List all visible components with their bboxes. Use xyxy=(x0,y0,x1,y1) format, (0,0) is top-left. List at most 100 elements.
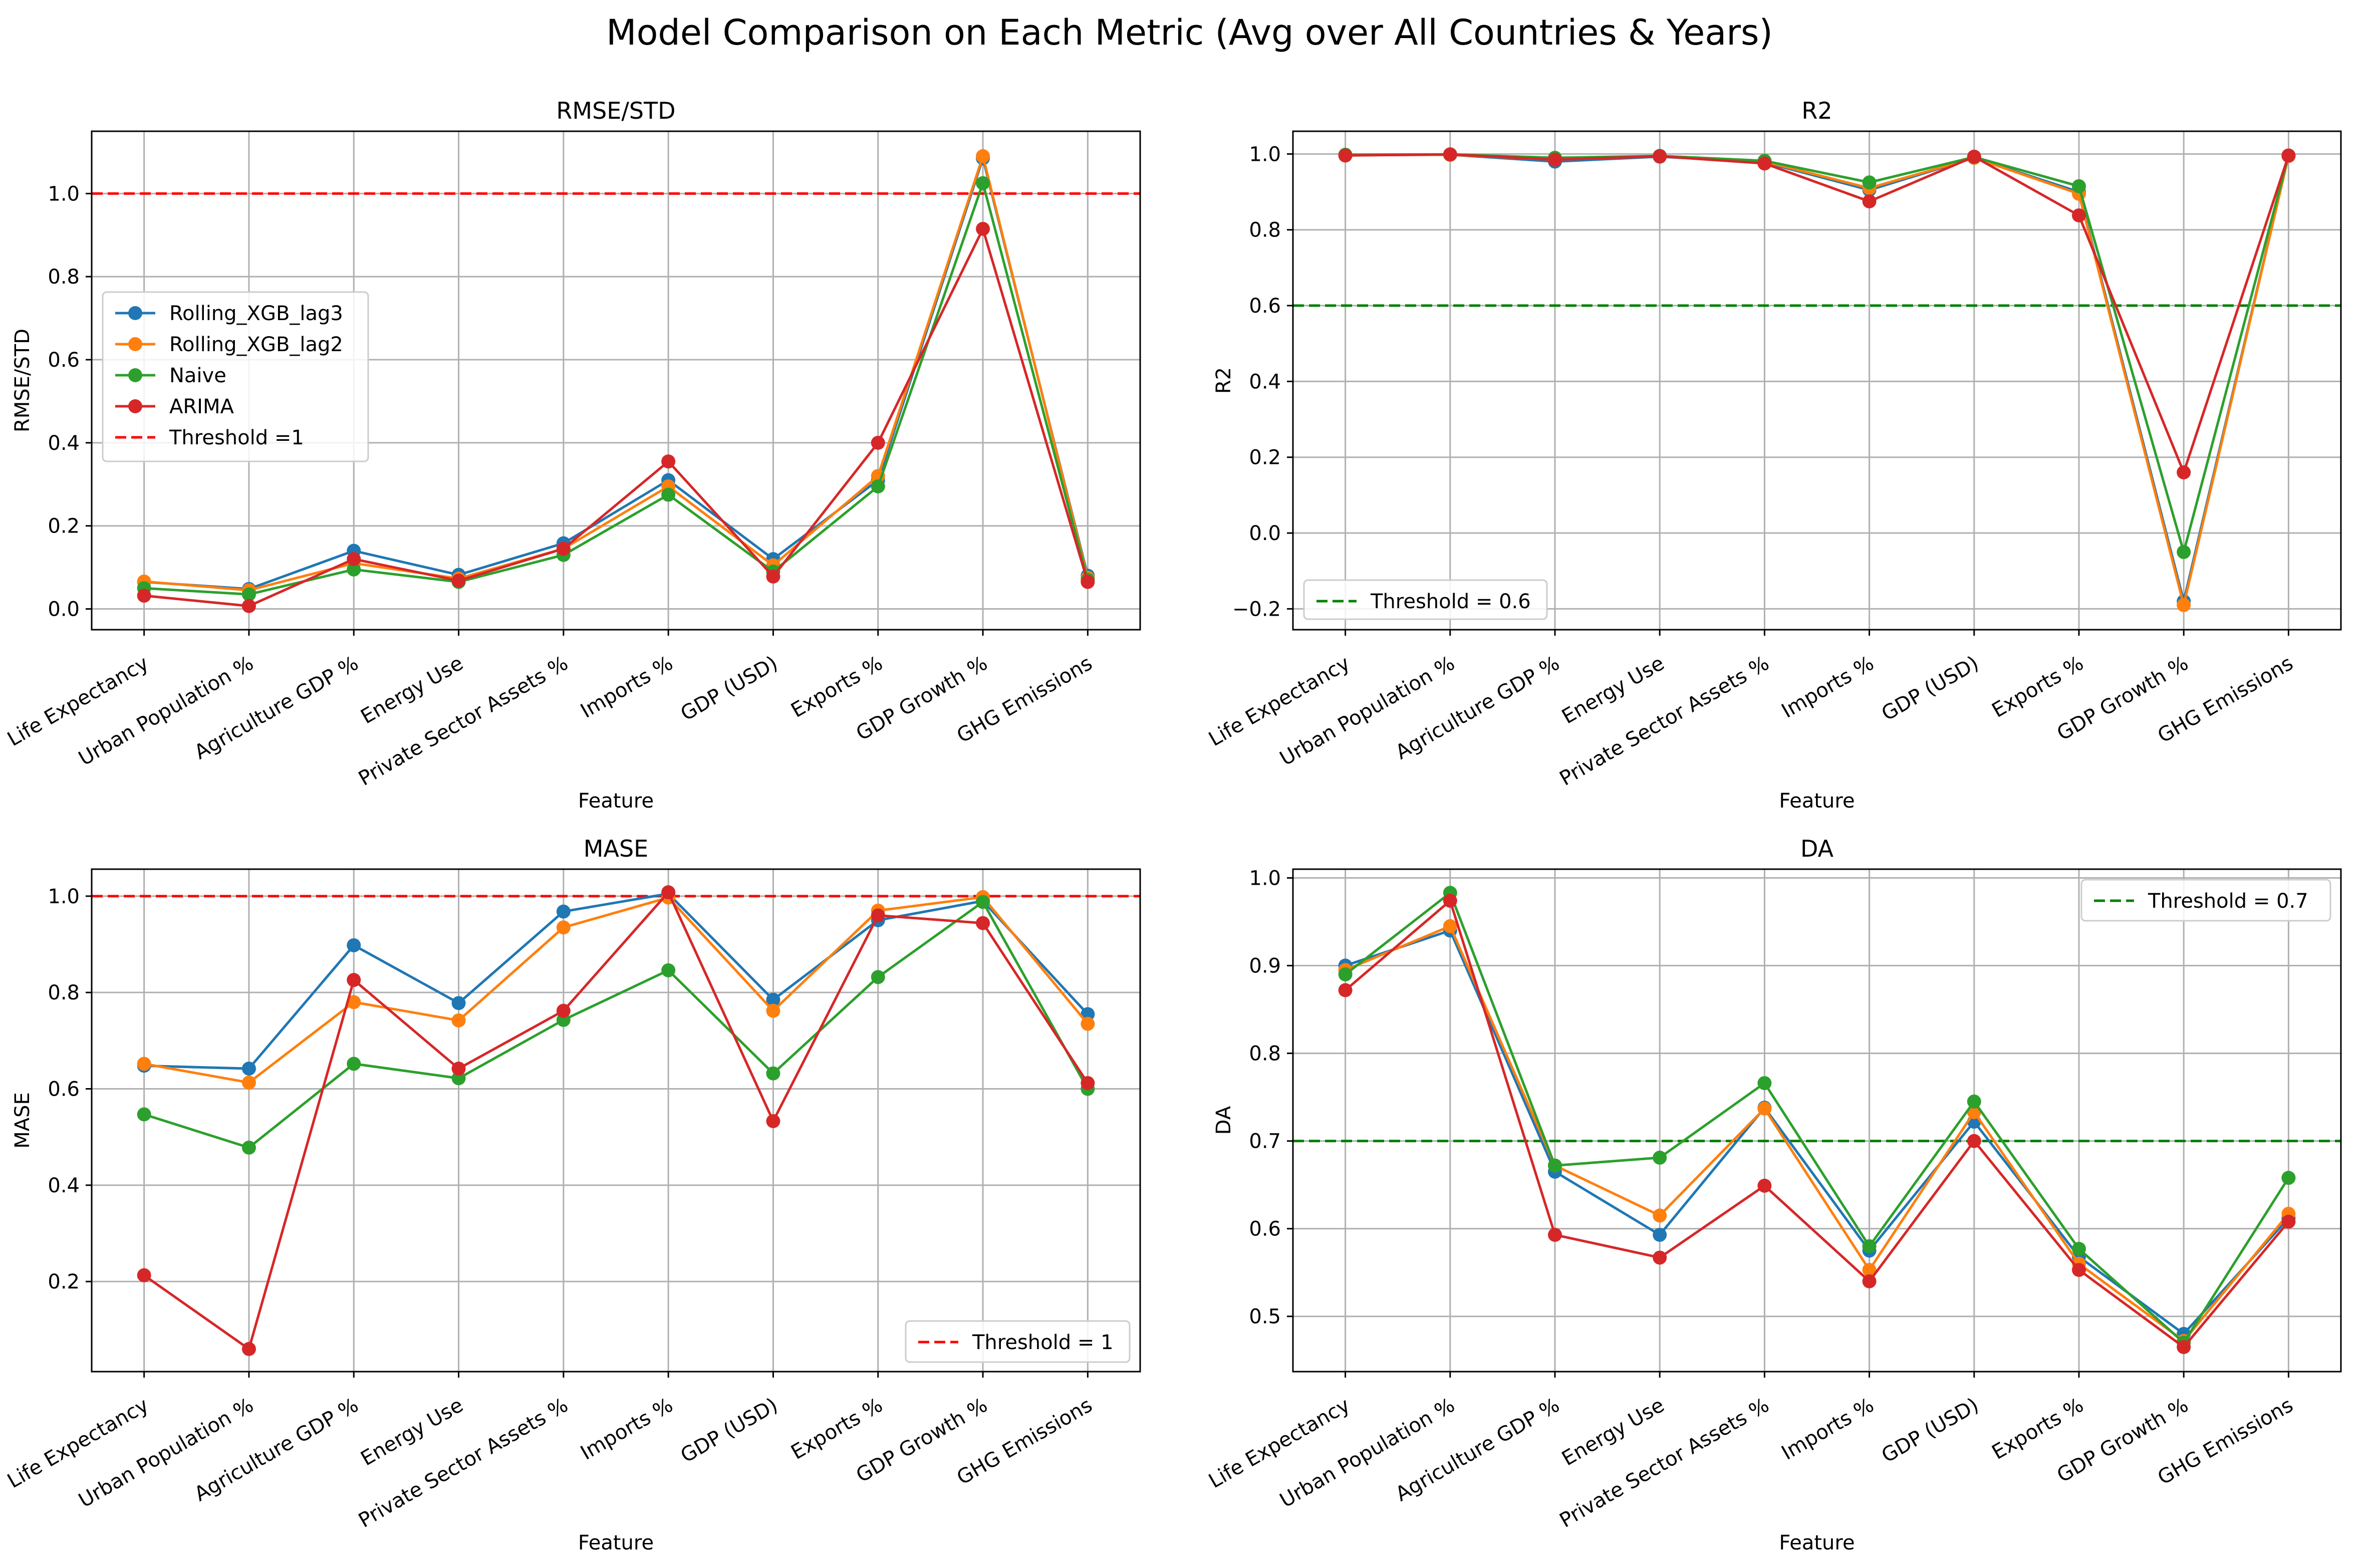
r2-panel-title: R2 xyxy=(1801,97,1832,124)
da-data-point xyxy=(1653,1227,1667,1242)
mase-data-point xyxy=(766,1114,780,1128)
da-x-axis-label: Feature xyxy=(1779,1531,1855,1554)
r2-data-point xyxy=(2177,465,2191,479)
da-series-line xyxy=(1344,899,2290,1349)
rmse-std-legend-marker xyxy=(128,399,142,413)
r2-data-point xyxy=(2281,148,2296,163)
mase-data-point xyxy=(347,973,361,987)
rmse-std-data-point xyxy=(871,479,885,493)
da-data-point xyxy=(2072,1241,2086,1256)
r2-series-line xyxy=(1345,153,2290,474)
da-data-point xyxy=(1967,1094,1981,1109)
rmse-std-data-point xyxy=(661,487,676,502)
mase-ytick-label: 0.6 xyxy=(48,1078,80,1101)
rmse-std-data-point xyxy=(241,587,256,602)
r2-xtick-label: GDP (USD) xyxy=(1878,652,1982,725)
da-data-point xyxy=(1757,1178,1772,1193)
rmse-std-x-axis-label: Feature xyxy=(578,790,654,813)
r2-data-point xyxy=(1757,156,1772,171)
da-data-point xyxy=(2072,1262,2086,1277)
rmse-std-xtick-label: Imports % xyxy=(577,652,677,723)
rmse-std-legend-marker xyxy=(128,306,142,320)
mase-legend-box xyxy=(905,1320,1131,1363)
r2-data-point xyxy=(1862,175,1877,190)
r2-xtick-label: Imports % xyxy=(1778,652,1878,723)
da-data-point xyxy=(2281,1171,2296,1185)
rmse-std-legend-label: Rolling_XGB_lag2 xyxy=(169,333,343,356)
mase-series-line xyxy=(143,891,1089,1351)
da-axes-frame xyxy=(1292,868,2342,1373)
mase-data-point xyxy=(347,1057,361,1071)
r2-legend-label: Threshold = 0.6 xyxy=(1370,590,1531,613)
r2-data-point xyxy=(1443,147,1457,162)
mase-data-point xyxy=(241,1342,256,1356)
da-data-point xyxy=(1862,1262,1877,1277)
da-legend-label: Threshold = 0.7 xyxy=(2148,890,2308,913)
da-y-axis-label: DA xyxy=(1212,1106,1235,1135)
mase-data-point xyxy=(451,1062,466,1076)
rmse-std-data-point xyxy=(976,176,990,190)
da-data-point xyxy=(1443,894,1457,908)
rmse-std-data-point xyxy=(241,599,256,613)
rmse-std-xtick-label: Urban Population % xyxy=(75,652,257,770)
r2-data-point xyxy=(1653,149,1667,163)
rmse-std-xtick-label: GDP (USD) xyxy=(677,652,781,725)
rmse-std-series-line xyxy=(144,227,1089,608)
da-data-point xyxy=(1862,1239,1877,1253)
da-series-line xyxy=(1345,925,2290,1343)
rmse-std-legend-label: ARIMA xyxy=(169,395,234,418)
da-data-point xyxy=(1653,1150,1667,1165)
r2-data-point xyxy=(2072,208,2086,222)
da-data-point xyxy=(1338,967,1353,982)
r2-ytick-label: 0.0 xyxy=(1249,522,1281,545)
da-data-point xyxy=(1653,1250,1667,1265)
rmse-std-legend-label: Naive xyxy=(169,364,226,387)
mase-data-point xyxy=(976,895,990,909)
mase-xtick-label: Exports % xyxy=(787,1394,886,1464)
r2-ytick-label: 0.8 xyxy=(1249,219,1281,242)
r2-y-axis-label: R2 xyxy=(1212,367,1235,394)
rmse-std-data-point xyxy=(347,552,361,567)
da-ytick-label: 1.0 xyxy=(1249,867,1281,890)
mase-data-point xyxy=(451,1013,466,1027)
mase-data-point xyxy=(241,1062,256,1076)
rmse-std-data-point xyxy=(976,149,990,163)
mase-data-point xyxy=(871,970,885,984)
rmse-std-ytick-label: 0.0 xyxy=(48,598,80,621)
da-xtick-label: Urban Population % xyxy=(1276,1394,1459,1512)
mase-data-point xyxy=(137,1268,151,1282)
mase-data-point xyxy=(976,916,990,930)
r2-ytick-label: 0.4 xyxy=(1249,370,1281,393)
rmse-std-panel-title: RMSE/STD xyxy=(556,97,675,124)
r2-data-point xyxy=(1967,149,1981,164)
r2-series-line xyxy=(1345,153,2290,554)
rmse-std-data-point xyxy=(1081,575,1095,589)
da-legend-box xyxy=(2080,879,2331,922)
r2-data-point xyxy=(1862,194,1877,208)
da-ytick-label: 0.5 xyxy=(1249,1305,1281,1329)
mase-axes-frame xyxy=(91,868,1141,1373)
r2-data-point xyxy=(2177,598,2191,612)
mase-data-point xyxy=(137,1107,151,1122)
r2-axes-frame xyxy=(1292,130,2342,631)
mase-data-point xyxy=(241,1140,256,1155)
da-panel-title: DA xyxy=(1800,835,1834,862)
r2-ytick-label: 0.2 xyxy=(1249,446,1281,469)
mase-xtick-label: Imports % xyxy=(577,1394,677,1465)
mase-ytick-label: 0.2 xyxy=(48,1270,80,1293)
mase-data-point xyxy=(556,920,571,935)
mase-x-axis-label: Feature xyxy=(578,1531,654,1554)
mase-data-point xyxy=(661,963,676,977)
da-xtick-label: GDP (USD) xyxy=(1878,1394,1982,1467)
r2-ytick-label: 0.6 xyxy=(1249,295,1281,318)
da-data-point xyxy=(1443,919,1457,933)
rmse-std-data-point xyxy=(976,221,990,236)
mase-series-line xyxy=(144,892,1089,1070)
mase-legend-label: Threshold = 1 xyxy=(972,1331,1114,1354)
r2-data-point xyxy=(2072,179,2086,193)
da-data-point xyxy=(1653,1208,1667,1223)
mase-data-point xyxy=(137,1057,151,1071)
r2-series-line xyxy=(1345,153,2290,603)
rmse-std-data-point xyxy=(347,562,361,577)
